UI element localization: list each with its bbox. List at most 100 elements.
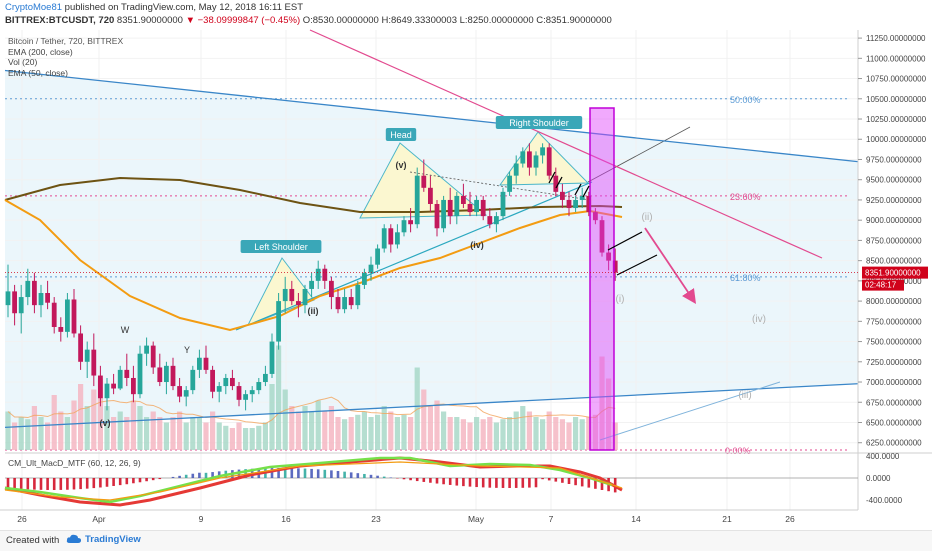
- macd-histogram-bar: [343, 472, 346, 478]
- volume-bar: [553, 417, 558, 450]
- macd-histogram-bar: [423, 478, 426, 482]
- candle-body: [197, 358, 202, 370]
- candle-body: [474, 200, 479, 212]
- macd-histogram-bar: [581, 478, 584, 486]
- macd-axis-label: 0.0000: [866, 474, 891, 483]
- candle-body: [553, 176, 558, 192]
- volume-bar: [124, 417, 129, 450]
- volume-bar: [283, 390, 288, 451]
- volume-bar: [388, 412, 393, 451]
- candle-body: [441, 200, 446, 228]
- tradingview-name: TradingView: [85, 534, 141, 545]
- macd-histogram-bar: [99, 478, 102, 487]
- time-tick-label: Apr: [92, 514, 105, 524]
- volume-bar: [190, 417, 195, 450]
- volume-bar: [151, 412, 156, 451]
- candle-body: [58, 327, 63, 332]
- macd-histogram-bar: [205, 473, 208, 478]
- macd-histogram-bar: [482, 478, 485, 487]
- time-tick-label: 14: [631, 514, 641, 524]
- macd-histogram-bar: [548, 478, 551, 480]
- tradingview-cloud-icon: [66, 533, 82, 545]
- candle-body: [72, 299, 77, 333]
- volume-bar: [527, 412, 532, 451]
- macd-histogram-bar: [13, 478, 16, 488]
- candle-body: [289, 289, 294, 301]
- label-text: Left Shoulder: [254, 242, 308, 252]
- fib-label: 61.80%: [730, 273, 761, 283]
- price-tick-label: 6750.00000000: [866, 398, 922, 407]
- candle-body: [507, 176, 512, 192]
- volume-bar: [547, 412, 552, 451]
- candle-body: [336, 297, 341, 309]
- volume-bar: [474, 417, 479, 450]
- candle-body: [157, 367, 162, 382]
- candle-body: [256, 382, 261, 390]
- macd-histogram-bar: [370, 475, 373, 478]
- candle-body: [362, 273, 367, 285]
- volume-bar: [481, 419, 486, 450]
- candle-body: [164, 366, 169, 382]
- macd-histogram-bar: [66, 478, 69, 490]
- volume-bar: [170, 417, 175, 450]
- volume-bar: [85, 406, 90, 450]
- volume-bar: [65, 417, 70, 450]
- legend-ema50: EMA (50, close): [8, 68, 123, 79]
- tradingview-brand[interactable]: TradingView: [66, 533, 141, 545]
- candle-body: [190, 370, 195, 390]
- macd-histogram-bar: [112, 478, 115, 486]
- volume-bar: [230, 428, 235, 450]
- price-tick-label: 8000.00000000: [866, 297, 922, 306]
- price-tick-label: 11250.00000000: [866, 34, 926, 43]
- label-text: Head: [390, 130, 412, 140]
- wave-label: Y: [184, 345, 190, 355]
- volume-bar: [236, 423, 241, 451]
- price-tick-label: 11000.00000000: [866, 54, 926, 63]
- fib-label: 0.00%: [725, 446, 751, 456]
- volume-bar: [514, 412, 519, 451]
- macd-histogram-bar: [561, 478, 564, 483]
- macd-histogram-bar: [192, 474, 195, 478]
- time-tick-label: 23: [371, 514, 381, 524]
- macd-histogram-bar: [456, 478, 459, 486]
- volume-bar: [19, 417, 24, 450]
- candle-body: [210, 370, 215, 392]
- wave-label: (v): [100, 418, 111, 428]
- macd-histogram-bar: [20, 478, 23, 489]
- volume-bar: [401, 415, 406, 450]
- volume-bar: [448, 417, 453, 450]
- volume-bar: [223, 426, 228, 450]
- macd-histogram-bar: [27, 478, 30, 489]
- candle-body: [540, 147, 545, 155]
- time-tick-label: 21: [722, 514, 732, 524]
- macd-histogram-bar: [475, 478, 478, 487]
- candle-body: [105, 384, 110, 399]
- volume-bar: [71, 401, 76, 451]
- volume-bar: [560, 419, 565, 450]
- volume-bar: [269, 384, 274, 450]
- macd-histogram-bar: [172, 477, 175, 478]
- macd-histogram-bar: [40, 478, 43, 490]
- volume-bar: [335, 417, 340, 450]
- macd-histogram-bar: [178, 476, 181, 478]
- candle-body: [303, 289, 308, 305]
- candle-body: [283, 289, 288, 301]
- candle-body: [448, 200, 453, 216]
- legend-title: Bitcoin / Tether, 720, BITTREX: [8, 36, 123, 47]
- legend-vol: Vol (20): [8, 57, 123, 68]
- macd-histogram-bar: [495, 478, 498, 488]
- candle-body: [520, 151, 525, 163]
- candle-body: [560, 192, 565, 200]
- candle-body: [382, 228, 387, 248]
- candle-body: [428, 188, 433, 204]
- macd-histogram-bar: [555, 478, 558, 482]
- breakdown-highlight: [590, 108, 614, 450]
- wave-label: (iv): [470, 240, 484, 250]
- candle-body: [573, 200, 578, 208]
- macd-histogram-bar: [7, 478, 10, 488]
- macd-histogram-bar: [429, 478, 432, 483]
- macd-histogram-bar: [409, 478, 412, 480]
- macd-histogram-bar: [60, 478, 63, 490]
- candle-body: [395, 232, 400, 244]
